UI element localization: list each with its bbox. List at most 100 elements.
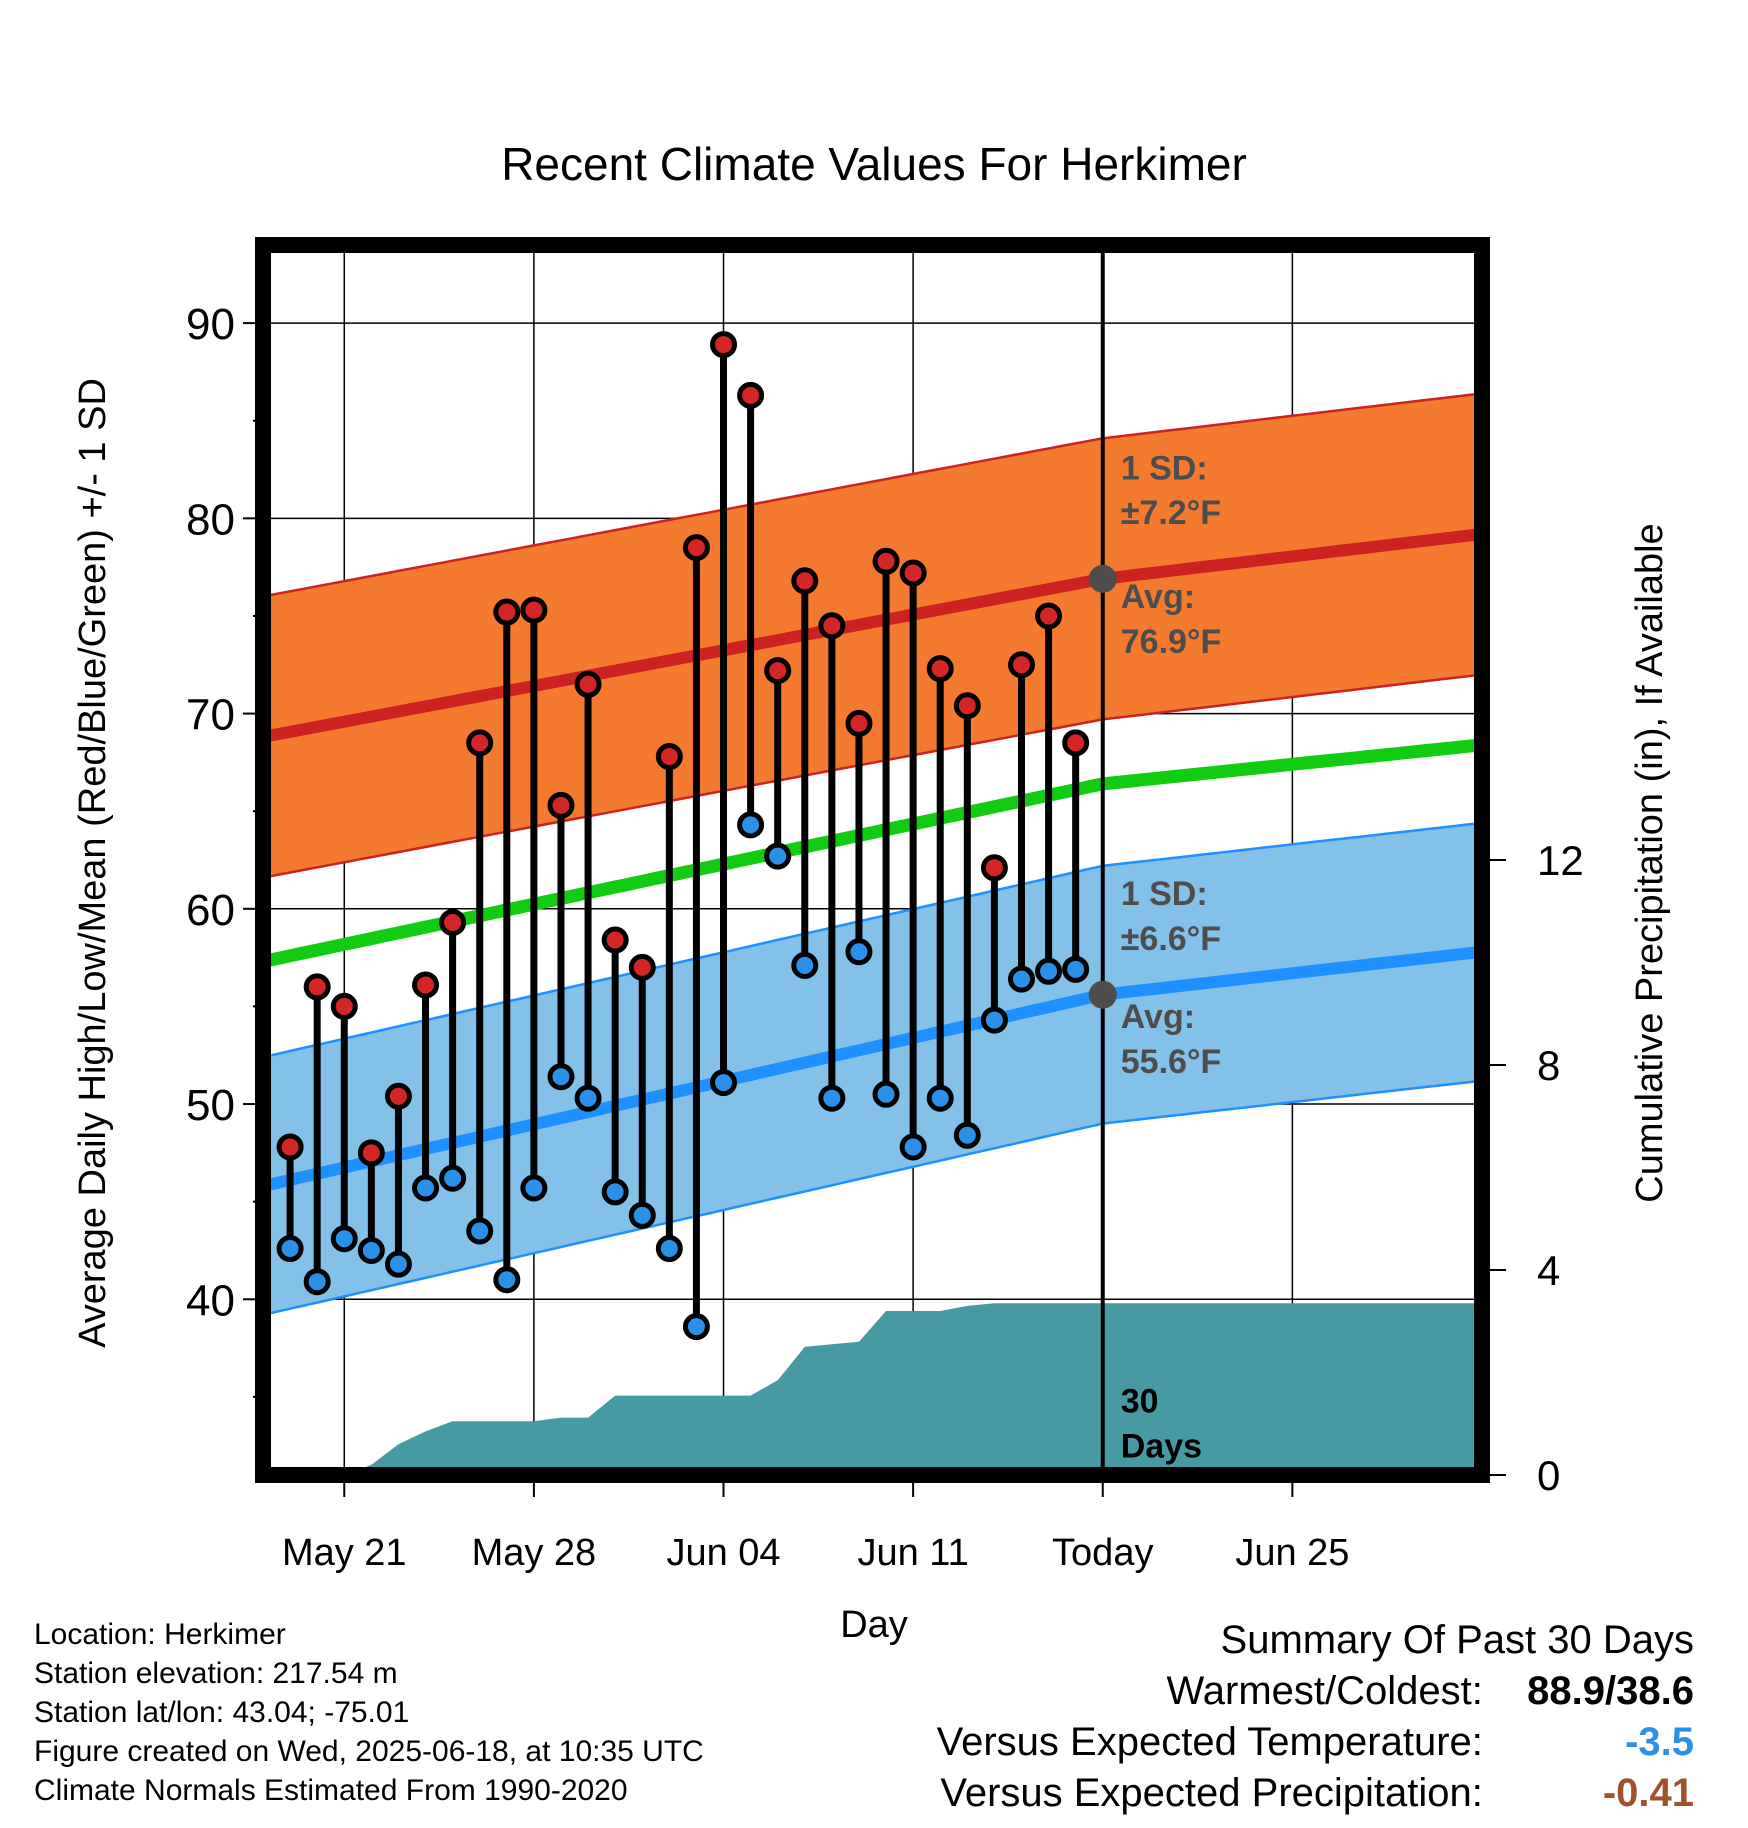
low-avg-annotation-label: Avg: <box>1121 998 1195 1036</box>
daily-high-point <box>953 692 981 720</box>
daily-high-point <box>628 953 656 981</box>
high-sd-annotation-value: ±7.2°F <box>1121 494 1221 532</box>
daily-low-point <box>466 1217 494 1245</box>
elevation-text: Station elevation: 217.54 m <box>34 1657 398 1690</box>
daily-low-point <box>1007 965 1035 993</box>
high-sd-annotation-label: 1 SD: <box>1121 449 1208 487</box>
y2-tick-label: 0 <box>1537 1452 1560 1499</box>
high-sd-band <box>263 393 1482 878</box>
daily-low-point <box>764 842 792 870</box>
daily-low-point <box>384 1250 412 1278</box>
daily-low-point <box>303 1268 331 1296</box>
high-avg-annotation-label: Avg: <box>1121 578 1195 616</box>
daily-high-point <box>1035 602 1063 630</box>
chart-title: Recent Climate Values For Herkimer <box>501 138 1247 190</box>
daily-high-point <box>384 1082 412 1110</box>
high-avg-line <box>263 528 1482 743</box>
x-tick-label: May 28 <box>472 1532 597 1574</box>
daily-high-point <box>466 729 494 757</box>
summary-title: Summary Of Past 30 Days <box>1220 1618 1694 1662</box>
daily-high-point <box>303 973 331 1001</box>
daily-low-point <box>574 1084 602 1112</box>
daily-high-point <box>899 559 927 587</box>
temp-label: Versus Expected Temperature: <box>936 1720 1483 1764</box>
high-avg-annotation-value: 76.9°F <box>1121 623 1222 661</box>
daily-high-point <box>574 670 602 698</box>
daily-low-point <box>1035 957 1063 985</box>
latlon-text: Station lat/lon: 43.04; -75.01 <box>34 1696 410 1729</box>
high-sd-band-upper-edge <box>263 392 1482 598</box>
daily-low-point <box>872 1080 900 1108</box>
y2-tick-label: 12 <box>1537 837 1584 884</box>
y2-axis-label: Cumulative Precipitation (in), If Availa… <box>1629 523 1671 1202</box>
y-tick-label: 80 <box>186 495 235 544</box>
precip-area <box>263 1303 1482 1475</box>
daily-high-point <box>872 547 900 575</box>
summary-precip-row: Versus Expected Precipitation: -0.41 <box>937 1768 1694 1819</box>
station-info: Location: Herkimer Station elevation: 21… <box>34 1615 704 1810</box>
daily-high-point <box>547 791 575 819</box>
daily-low-point <box>330 1225 358 1253</box>
daily-low-point <box>412 1174 440 1202</box>
today-low-avg-marker <box>1088 980 1117 1009</box>
daily-low-point <box>1062 955 1090 983</box>
low-sd-band-upper-edge <box>263 821 1482 1059</box>
low-sd-band-lower-edge <box>263 1079 1482 1317</box>
daily-low-point <box>655 1235 683 1263</box>
daily-high-point <box>737 381 765 409</box>
daily-high-point <box>357 1139 385 1167</box>
daily-high-point <box>1062 729 1090 757</box>
temp-value: -3.5 <box>1625 1720 1694 1764</box>
daily-high-point <box>601 926 629 954</box>
daily-low-point <box>737 811 765 839</box>
daily-high-point <box>980 854 1008 882</box>
y-tick-label: 40 <box>186 1276 235 1325</box>
daily-low-point <box>682 1313 710 1341</box>
x-tick-label: Jun 04 <box>666 1532 780 1574</box>
summary-temp-row: Versus Expected Temperature: -3.5 <box>937 1717 1694 1768</box>
daily-high-point <box>791 567 819 595</box>
mean-avg-line <box>263 738 1482 968</box>
y-tick-label: 70 <box>186 691 235 740</box>
daily-low-point <box>547 1063 575 1091</box>
summary-warmest-row: Warmest/Coldest: 88.9/38.6 <box>937 1666 1695 1717</box>
daily-low-point <box>926 1084 954 1112</box>
days-annotation-word: Days <box>1121 1427 1202 1465</box>
today-high-avg-marker <box>1088 564 1117 593</box>
daily-low-point <box>439 1164 467 1192</box>
daily-high-point <box>330 992 358 1020</box>
location-text: Location: Herkimer <box>34 1618 286 1651</box>
y-tick-label: 50 <box>186 1081 235 1130</box>
precip-label: Versus Expected Precipitation: <box>940 1771 1483 1815</box>
daily-low-point <box>980 1006 1008 1034</box>
daily-high-point <box>1007 651 1035 679</box>
daily-low-point <box>899 1133 927 1161</box>
precip-value: -0.41 <box>1602 1771 1694 1815</box>
warmest-label: Warmest/Coldest: <box>1166 1669 1483 1713</box>
daily-low-point <box>845 938 873 966</box>
warmest-value: 88.9/38.6 <box>1527 1669 1694 1713</box>
daily-high-point <box>845 709 873 737</box>
low-sd-annotation-value: ±6.6°F <box>1121 920 1221 958</box>
days-annotation-number: 30 <box>1121 1383 1159 1421</box>
daily-high-point <box>818 612 846 640</box>
daily-high-point <box>412 971 440 999</box>
y-tick-label: 90 <box>186 300 235 349</box>
daily-low-point <box>520 1174 548 1202</box>
daily-low-point <box>953 1121 981 1149</box>
y2-tick-label: 8 <box>1537 1042 1560 1089</box>
daily-high-point <box>439 908 467 936</box>
daily-high-point <box>520 596 548 624</box>
daily-low-point <box>357 1236 385 1264</box>
y2-tick-label: 4 <box>1537 1247 1560 1294</box>
plot-frame <box>255 237 1490 1483</box>
created-text: Figure created on Wed, 2025-06-18, at 10… <box>34 1735 704 1768</box>
daily-high-point <box>764 657 792 685</box>
daily-low-point <box>710 1069 738 1097</box>
y-axis-label: Average Daily High/Low/Mean (Red/Blue/Gr… <box>72 378 114 1348</box>
low-sd-band <box>263 822 1482 1315</box>
daily-high-point <box>655 743 683 771</box>
daily-low-point <box>276 1235 304 1263</box>
daily-high-point <box>926 655 954 683</box>
